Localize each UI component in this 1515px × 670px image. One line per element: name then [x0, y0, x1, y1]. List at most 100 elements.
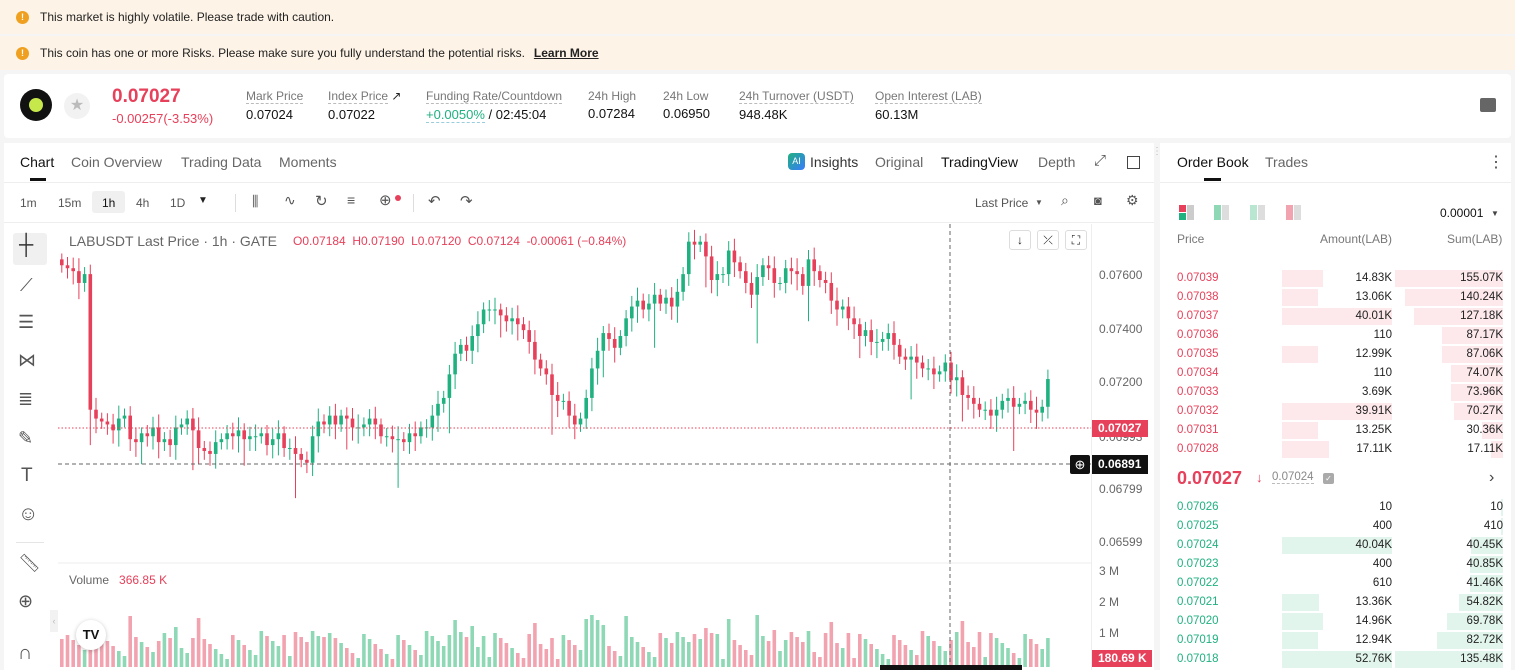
row-sum: 17.11K: [1467, 443, 1503, 455]
volume-bar: [624, 616, 628, 667]
ask-row[interactable]: 0.07036 110 87.17K: [1177, 326, 1503, 345]
undo-icon[interactable]: ↶: [428, 193, 441, 210]
ask-row[interactable]: 0.07031 13.25K 30.36K: [1177, 421, 1503, 440]
timeframe-1h[interactable]: 1h: [102, 196, 116, 210]
ai-insights-icon[interactable]: AI: [788, 153, 805, 170]
timeframe-4h[interactable]: 4h: [136, 196, 150, 210]
chevron-right-icon[interactable]: ›: [1489, 469, 1495, 486]
collapse-toolbar-icon[interactable]: ‹: [50, 610, 58, 632]
timeframe-1d[interactable]: 1D: [170, 196, 186, 210]
timeframe-1m[interactable]: 1m: [20, 196, 37, 210]
volume-bar: [276, 646, 281, 667]
book-view-both-icon[interactable]: [1179, 205, 1195, 220]
candle: [208, 450, 212, 454]
resize-handle[interactable]: ⋮: [1152, 146, 1162, 157]
emoji-icon[interactable]: ☺: [18, 503, 39, 525]
volume-bar: [630, 637, 634, 667]
tab-chart[interactable]: Chart: [20, 154, 55, 170]
add-alert-icon[interactable]: ⊕: [1070, 455, 1090, 474]
volume-bar: [390, 659, 395, 667]
timeframe-dropdown-icon[interactable]: ▼: [198, 195, 208, 206]
ask-row[interactable]: 0.07038 13.06K 140.24K: [1177, 288, 1503, 307]
horizontal-lines-icon[interactable]: ☰: [18, 312, 35, 332]
replay-icon[interactable]: ↻: [315, 193, 328, 210]
tab-coin-overview[interactable]: Coin Overview: [71, 154, 163, 170]
row-sum: 155.07K: [1460, 272, 1503, 284]
candle: [989, 409, 993, 416]
bid-row[interactable]: 0.07021 13.36K 54.82K: [1177, 593, 1503, 612]
tradingview-logo[interactable]: TV: [76, 620, 106, 650]
trend-line-icon[interactable]: ⟋: [20, 275, 33, 295]
brush-icon[interactable]: ✎: [18, 428, 34, 448]
candle-type-icon[interactable]: ⫼: [252, 193, 259, 209]
fullscreen-icon[interactable]: ⤢: [1094, 152, 1107, 169]
volume-bar: [538, 644, 543, 667]
row-amount: 610: [1372, 577, 1392, 589]
ask-row[interactable]: 0.07039 14.83K 155.07K: [1177, 269, 1503, 288]
row-sum: 30.36K: [1466, 424, 1503, 436]
indicators-icon[interactable]: ∿: [284, 192, 296, 208]
add-indicator-icon[interactable]: ⊕: [379, 192, 392, 209]
tab-moments[interactable]: Moments: [279, 154, 337, 170]
tab-depth[interactable]: Depth: [1038, 154, 1076, 170]
zoom-in-icon[interactable]: ⊕: [18, 591, 34, 611]
ask-row[interactable]: 0.07035 12.99K 87.06K: [1177, 345, 1503, 364]
timeframe-15m[interactable]: 15m: [58, 196, 82, 210]
tab-insights[interactable]: Insights: [810, 154, 859, 170]
tab-trades[interactable]: Trades: [1265, 154, 1309, 170]
ask-row[interactable]: 0.07037 40.01K 127.18K: [1177, 307, 1503, 326]
price-type-dropdown-icon[interactable]: ▼: [1035, 198, 1043, 207]
book-view-asks-icon[interactable]: [1250, 205, 1266, 220]
redo-icon[interactable]: ↷: [460, 193, 473, 210]
price-chart[interactable]: [58, 224, 1092, 670]
crosshair-icon[interactable]: ┼: [19, 234, 34, 256]
tab-trading-data[interactable]: Trading Data: [181, 154, 262, 170]
ask-row[interactable]: 0.07033 3.69K 73.96K: [1177, 383, 1503, 402]
bid-row[interactable]: 0.07025 400 410: [1177, 517, 1503, 536]
tab-original[interactable]: Original: [875, 154, 924, 170]
ask-row[interactable]: 0.07032 39.91K 70.27K: [1177, 402, 1503, 421]
price-type-select[interactable]: Last Price: [975, 196, 1029, 210]
volume-bar: [709, 633, 714, 667]
ask-row[interactable]: 0.07028 17.11K 17.11K: [1177, 440, 1503, 459]
bid-row[interactable]: 0.07026 10 10: [1177, 498, 1503, 517]
favorite-star-icon[interactable]: ★: [64, 93, 90, 119]
bid-row[interactable]: 0.07019 12.94K 82.72K: [1177, 631, 1503, 650]
book-view-bids-icon[interactable]: [1214, 205, 1230, 220]
search-icon[interactable]: ⌕: [1061, 192, 1069, 208]
ask-row[interactable]: 0.07034 110 74.07K: [1177, 364, 1503, 383]
candle: [823, 280, 828, 283]
bid-row[interactable]: 0.07022 610 41.46K: [1177, 574, 1503, 593]
expand-icon[interactable]: ⛶: [1065, 230, 1087, 250]
candle: [818, 271, 822, 281]
guide-book-icon[interactable]: [1480, 98, 1496, 112]
tab-order-book[interactable]: Order Book: [1177, 154, 1249, 170]
candle: [384, 436, 389, 438]
volume-tick: 2 M: [1099, 595, 1120, 609]
ruler-icon[interactable]: 📏︎: [18, 553, 41, 573]
bid-row[interactable]: 0.07018 52.76K 135.48K: [1177, 650, 1503, 669]
learn-more-link[interactable]: Learn More: [533, 46, 599, 60]
bid-row[interactable]: 0.07020 14.96K 69.78K: [1177, 612, 1503, 631]
bid-row[interactable]: 0.07023 400 40.85K: [1177, 555, 1503, 574]
templates-icon[interactable]: ≡: [347, 192, 356, 208]
camera-icon[interactable]: ◙: [1094, 193, 1102, 208]
book-view-depth-icon[interactable]: [1286, 205, 1302, 220]
candle: [709, 256, 714, 281]
maximize-icon[interactable]: [1127, 156, 1140, 169]
magnet-icon[interactable]: ∩: [18, 642, 33, 664]
stat-index-price[interactable]: Index Price ↗ 0.07022: [328, 89, 402, 122]
amount-bar: [1282, 613, 1323, 630]
pattern-icon[interactable]: ⋈: [18, 350, 36, 370]
precision-select[interactable]: 0.00001: [1440, 206, 1484, 220]
tab-tradingview[interactable]: TradingView: [941, 154, 1019, 170]
collapse-icon[interactable]: ⤫: [1037, 230, 1059, 250]
fib-retracement-icon[interactable]: ≣: [18, 389, 34, 409]
scroll-down-icon[interactable]: ↓: [1009, 230, 1031, 250]
precision-dropdown-icon[interactable]: ▼: [1491, 209, 1499, 218]
bid-row[interactable]: 0.07024 40.04K 40.45K: [1177, 536, 1503, 555]
candle: [1017, 403, 1022, 407]
more-menu-icon[interactable]: ⋮: [1488, 154, 1504, 171]
settings-gear-icon[interactable]: ⚙: [1126, 192, 1139, 208]
text-tool-icon[interactable]: T: [21, 465, 33, 486]
